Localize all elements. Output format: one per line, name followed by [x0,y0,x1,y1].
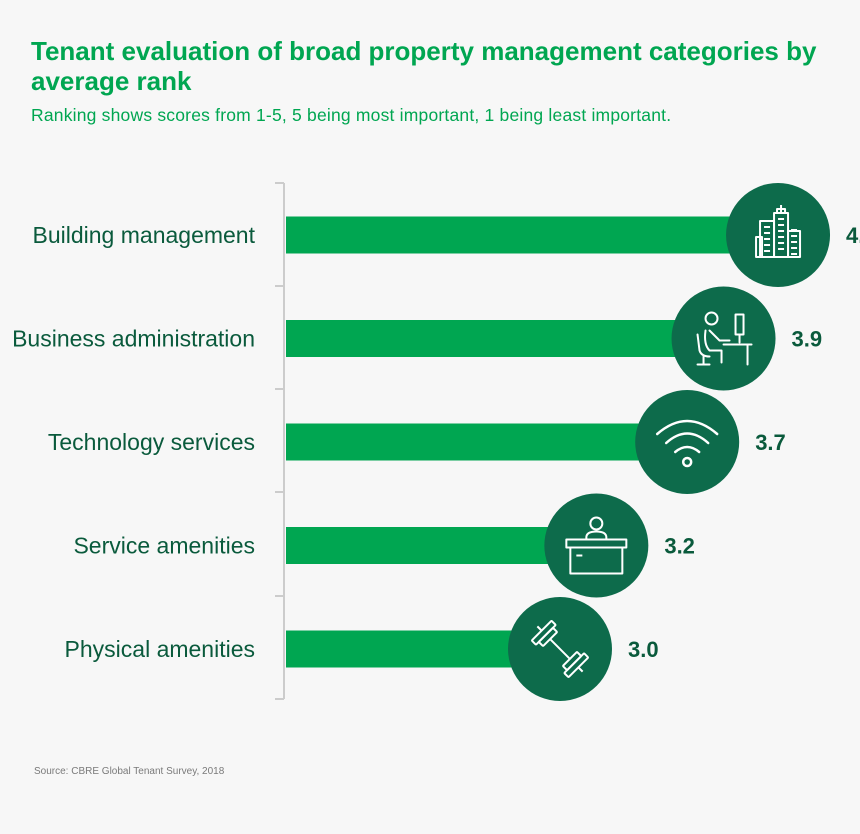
icon-circle [671,286,776,391]
value-label: 3.2 [664,534,695,559]
bar [286,216,779,254]
buildings-icon [755,205,802,258]
bar [286,320,724,357]
category-label: Building management [33,222,256,248]
icon-circle [635,390,740,494]
person-at-desk-icon [696,311,753,366]
bar [286,423,688,461]
dumbbell-icon [531,620,589,678]
value-label: 3.9 [792,327,823,352]
chart-subtitle: Ranking shows scores from 1-5, 5 being m… [31,105,672,125]
icon-circle [544,493,649,598]
value-label: 3.0 [628,637,659,662]
category-label: Technology services [48,429,255,455]
chart-title: Tenant evaluation of broad property mana… [31,36,817,96]
value-label: 3.7 [755,430,786,455]
icon-circle [726,183,831,287]
source-note: Source: CBRE Global Tenant Survey, 2018 [34,766,225,777]
category-label: Business administration [12,326,255,352]
category-label: Service amenities [73,533,255,559]
category-label: Physical amenities [65,636,255,662]
value-label: 4.2 [846,223,860,248]
reception-desk-icon [565,516,628,575]
wifi-icon [655,419,719,468]
